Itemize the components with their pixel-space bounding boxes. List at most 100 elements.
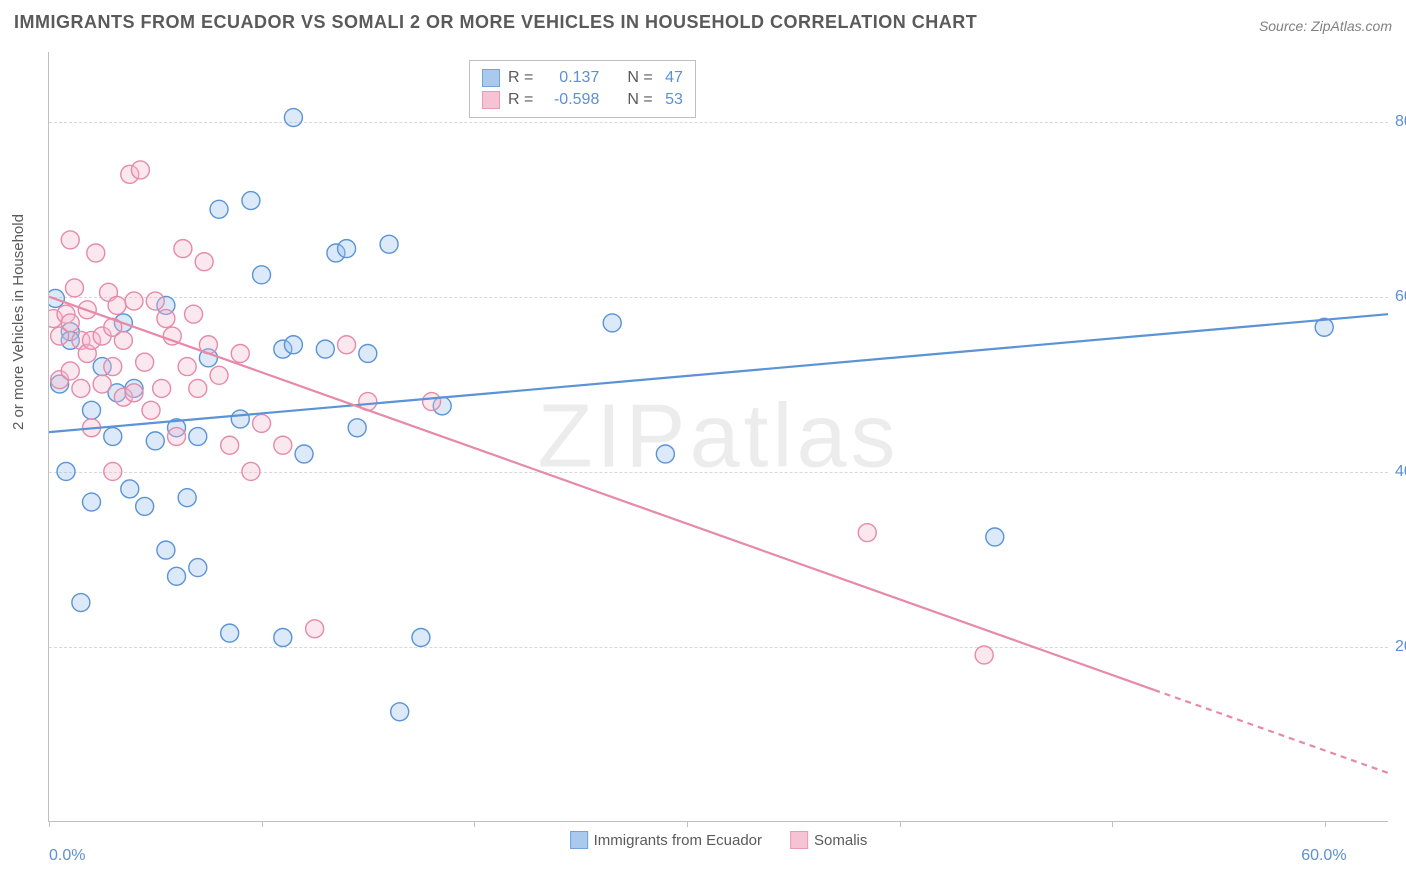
legend-swatch bbox=[482, 91, 500, 109]
x-tick bbox=[687, 821, 688, 827]
series-legend: Immigrants from Ecuador Somalis bbox=[570, 831, 868, 849]
point-ecuador bbox=[253, 266, 271, 284]
y-axis-title: 2 or more Vehicles in Household bbox=[10, 214, 27, 430]
x-tick bbox=[262, 821, 263, 827]
point-ecuador bbox=[284, 336, 302, 354]
point-ecuador bbox=[72, 594, 90, 612]
legend-n-label: N = bbox=[627, 89, 652, 111]
point-ecuador bbox=[189, 559, 207, 577]
point-somali bbox=[114, 331, 132, 349]
point-ecuador bbox=[83, 401, 101, 419]
x-tick bbox=[900, 821, 901, 827]
point-somali bbox=[136, 353, 154, 371]
plot-svg bbox=[49, 52, 1388, 821]
legend-swatch bbox=[570, 831, 588, 849]
point-somali bbox=[174, 240, 192, 258]
legend-row-ecuador: R = 0.137 N = 47 bbox=[482, 67, 683, 89]
point-somali bbox=[195, 253, 213, 271]
legend-series-label: Somalis bbox=[814, 832, 867, 849]
x-tick bbox=[1325, 821, 1326, 827]
point-ecuador bbox=[338, 240, 356, 258]
point-ecuador bbox=[221, 624, 239, 642]
legend-item-somali: Somalis bbox=[790, 831, 867, 849]
point-ecuador bbox=[242, 192, 260, 210]
correlation-legend: R = 0.137 N = 47 R = -0.598 N = 53 bbox=[469, 60, 696, 118]
point-somali bbox=[338, 336, 356, 354]
point-somali bbox=[72, 379, 90, 397]
point-somali bbox=[210, 366, 228, 384]
point-ecuador bbox=[168, 567, 186, 585]
legend-r-label: R = bbox=[508, 67, 533, 89]
point-somali bbox=[189, 379, 207, 397]
point-somali bbox=[93, 375, 111, 393]
legend-r-value: -0.598 bbox=[541, 89, 599, 111]
point-somali bbox=[66, 279, 84, 297]
point-somali bbox=[423, 393, 441, 411]
point-ecuador bbox=[231, 410, 249, 428]
point-ecuador bbox=[348, 419, 366, 437]
point-somali bbox=[61, 362, 79, 380]
point-somali bbox=[975, 646, 993, 664]
legend-swatch bbox=[790, 831, 808, 849]
trendline-somali bbox=[49, 297, 1154, 690]
y-tick-label: 80.0% bbox=[1395, 113, 1406, 131]
point-somali bbox=[125, 292, 143, 310]
point-somali bbox=[185, 305, 203, 323]
point-ecuador bbox=[284, 109, 302, 127]
point-ecuador bbox=[121, 480, 139, 498]
point-somali bbox=[178, 358, 196, 376]
point-somali bbox=[146, 292, 164, 310]
legend-r-value: 0.137 bbox=[541, 67, 599, 89]
y-tick-label: 20.0% bbox=[1395, 638, 1406, 656]
legend-item-ecuador: Immigrants from Ecuador bbox=[570, 831, 762, 849]
point-somali bbox=[231, 344, 249, 362]
legend-swatch bbox=[482, 69, 500, 87]
point-ecuador bbox=[391, 703, 409, 721]
point-somali bbox=[131, 161, 149, 179]
point-somali bbox=[168, 428, 186, 446]
point-somali bbox=[142, 401, 160, 419]
source-label: Source: ZipAtlas.com bbox=[1259, 18, 1392, 34]
trendline-extrap-somali bbox=[1154, 690, 1388, 773]
point-somali bbox=[221, 436, 239, 454]
x-tick bbox=[474, 821, 475, 827]
point-somali bbox=[157, 310, 175, 328]
x-tick-label: 60.0% bbox=[1301, 847, 1346, 865]
point-somali bbox=[274, 436, 292, 454]
chart-title: IMMIGRANTS FROM ECUADOR VS SOMALI 2 OR M… bbox=[14, 12, 977, 33]
legend-n-label: N = bbox=[627, 67, 652, 89]
x-tick bbox=[1112, 821, 1113, 827]
point-ecuador bbox=[274, 629, 292, 647]
point-ecuador bbox=[146, 432, 164, 450]
point-ecuador bbox=[359, 344, 377, 362]
point-ecuador bbox=[104, 428, 122, 446]
point-ecuador bbox=[83, 493, 101, 511]
point-somali bbox=[253, 414, 271, 432]
point-somali bbox=[61, 314, 79, 332]
point-ecuador bbox=[189, 428, 207, 446]
point-somali bbox=[306, 620, 324, 638]
point-somali bbox=[104, 358, 122, 376]
point-somali bbox=[153, 379, 171, 397]
point-ecuador bbox=[656, 445, 674, 463]
legend-n-value: 47 bbox=[661, 67, 683, 89]
legend-n-value: 53 bbox=[661, 89, 683, 111]
point-somali bbox=[242, 462, 260, 480]
x-tick bbox=[49, 821, 50, 827]
point-ecuador bbox=[210, 200, 228, 218]
point-somali bbox=[858, 524, 876, 542]
legend-r-label: R = bbox=[508, 89, 533, 111]
point-ecuador bbox=[178, 489, 196, 507]
point-somali bbox=[125, 384, 143, 402]
trendline-ecuador bbox=[49, 314, 1388, 432]
point-ecuador bbox=[412, 629, 430, 647]
legend-row-somali: R = -0.598 N = 53 bbox=[482, 89, 683, 111]
point-somali bbox=[108, 296, 126, 314]
point-somali bbox=[104, 462, 122, 480]
point-ecuador bbox=[316, 340, 334, 358]
point-ecuador bbox=[57, 462, 75, 480]
y-tick-label: 40.0% bbox=[1395, 463, 1406, 481]
point-ecuador bbox=[380, 235, 398, 253]
point-ecuador bbox=[157, 541, 175, 559]
point-ecuador bbox=[986, 528, 1004, 546]
